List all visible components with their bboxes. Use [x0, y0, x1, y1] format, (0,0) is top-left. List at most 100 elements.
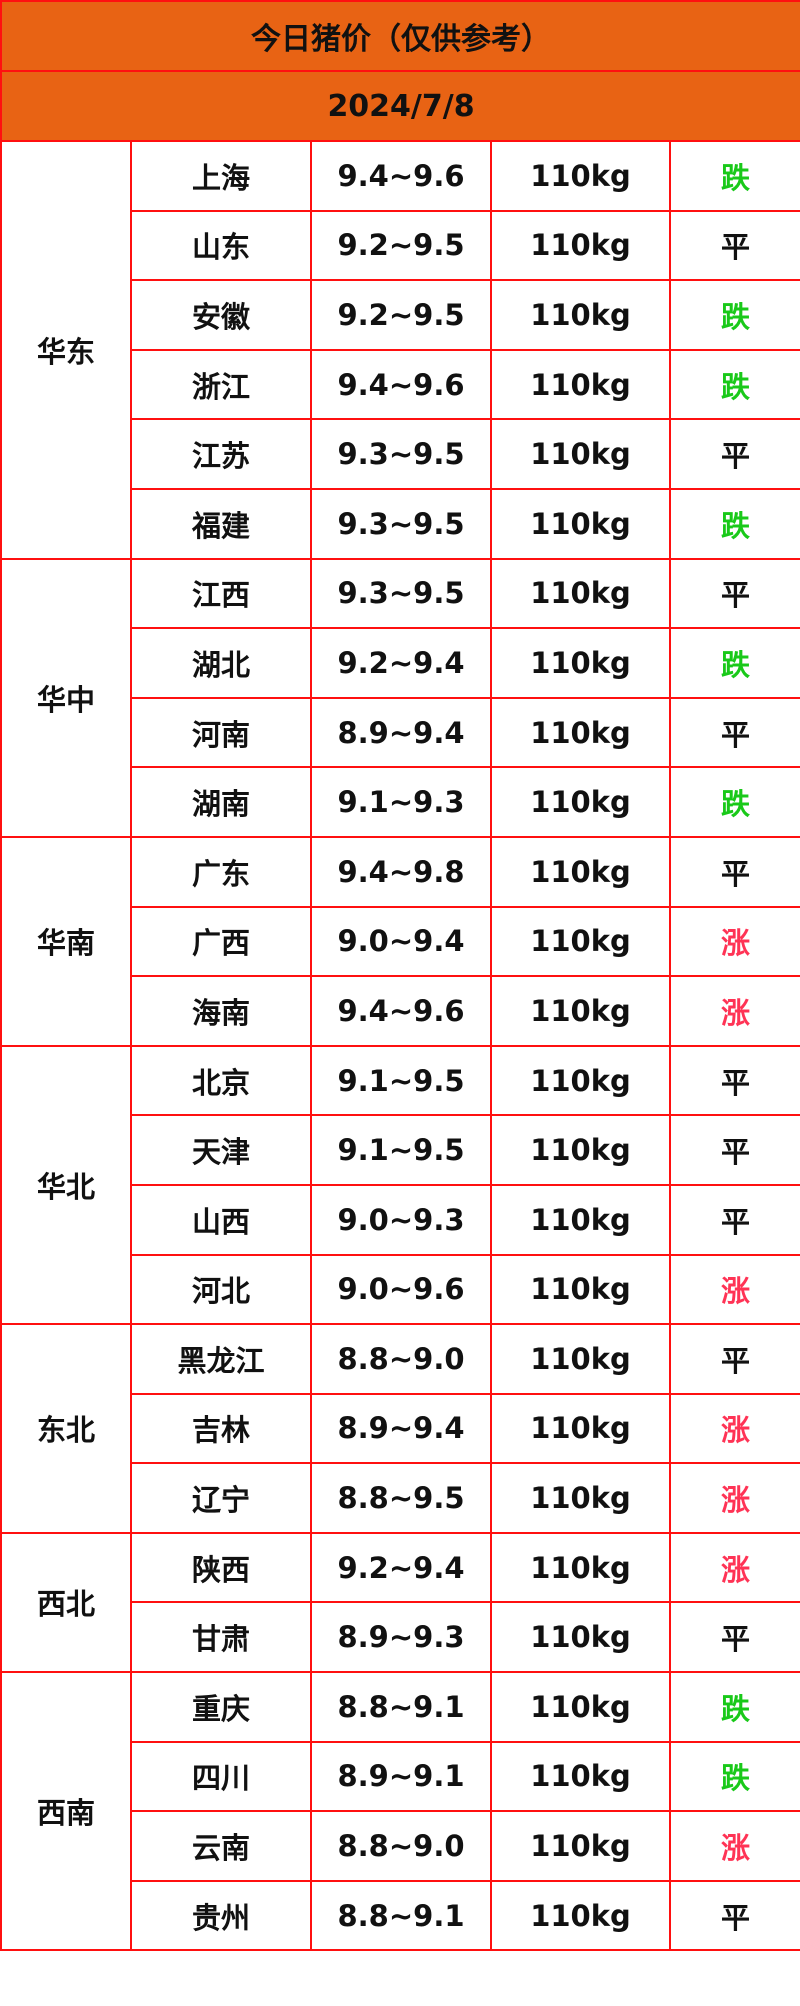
- table-row: 河北 9.0~9.6 110kg 涨: [1, 1253, 800, 1326]
- trend-cell: 涨: [668, 1810, 800, 1882]
- price-cell: 9.1~9.3: [310, 766, 492, 838]
- table-row: 东北 黑龙江 8.8~9.0 110kg 平: [0, 1323, 800, 1534]
- province-cell: 浙江: [130, 348, 312, 421]
- weight-cell: 110kg: [490, 766, 671, 838]
- region-cell: 西北: [0, 1531, 132, 1674]
- trend-cell: 平: [668, 696, 800, 769]
- trend-cell: 平: [668, 1879, 800, 1952]
- province-cell: 安徽: [130, 279, 312, 351]
- table-row: 华南 广东 9.4~9.8 110kg 平: [0, 835, 800, 1047]
- weight-cell: 110kg: [490, 975, 671, 1047]
- price-cell: 8.9~9.3: [310, 1601, 492, 1674]
- trend-cell: 平: [668, 1323, 800, 1395]
- price-cell: 9.2~9.4: [310, 1531, 492, 1604]
- table-row: 辽宁 8.8~9.5 110kg 涨: [1, 1462, 800, 1534]
- price-cell: 8.9~9.4: [310, 1392, 492, 1465]
- province-cell: 重庆: [130, 1671, 312, 1743]
- price-cell: 8.8~9.1: [310, 1879, 492, 1952]
- price-cell: 8.9~9.1: [310, 1740, 492, 1813]
- price-cell: 9.0~9.3: [310, 1183, 492, 1256]
- province-cell: 上海: [130, 140, 312, 212]
- weight-cell: 110kg: [490, 557, 671, 630]
- region-cell: 华北: [0, 1044, 132, 1326]
- trend-cell: 跌: [668, 627, 800, 699]
- price-cell: 9.0~9.6: [310, 1253, 492, 1326]
- table-row: 湖北 9.2~9.4 110kg 跌: [1, 627, 800, 699]
- trend-cell: 跌: [668, 279, 800, 351]
- province-cell: 云南: [130, 1810, 312, 1882]
- price-cell: 9.4~9.6: [310, 140, 492, 212]
- trend-cell: 跌: [668, 140, 800, 212]
- date-row: 2024/7/8: [0, 70, 800, 142]
- table-row: 山东 9.2~9.5 110kg 平: [1, 209, 800, 282]
- table-row: 华中 江西 9.3~9.5 110kg 平: [0, 557, 800, 838]
- price-cell: 9.0~9.4: [310, 905, 492, 978]
- province-cell: 河南: [130, 696, 312, 769]
- trend-cell: 跌: [668, 487, 800, 560]
- province-cell: 河北: [130, 1253, 312, 1326]
- province-cell: 广西: [130, 905, 312, 978]
- region-cell: 华中: [0, 557, 132, 838]
- province-cell: 广东: [130, 835, 312, 908]
- price-cell: 9.2~9.5: [310, 209, 492, 282]
- trend-cell: 跌: [668, 348, 800, 421]
- trend-cell: 涨: [668, 1462, 800, 1534]
- table-row: 吉林 8.9~9.4 110kg 涨: [1, 1392, 800, 1465]
- table-row: 天津 9.1~9.5 110kg 平: [1, 1114, 800, 1186]
- price-cell: 8.8~9.0: [310, 1810, 492, 1882]
- weight-cell: 110kg: [490, 1531, 671, 1604]
- weight-cell: 110kg: [490, 1810, 671, 1882]
- weight-cell: 110kg: [490, 348, 671, 421]
- weight-cell: 110kg: [490, 1392, 671, 1465]
- table-row: 浙江 9.4~9.6 110kg 跌: [1, 348, 800, 421]
- table-row: 四川 8.9~9.1 110kg 跌: [1, 1740, 800, 1813]
- price-cell: 9.2~9.4: [310, 627, 492, 699]
- region-cell: 华南: [0, 835, 132, 1047]
- province-cell: 甘肃: [130, 1601, 312, 1674]
- weight-cell: 110kg: [490, 1323, 671, 1395]
- weight-cell: 110kg: [490, 418, 671, 490]
- table-row: 福建 9.3~9.5 110kg 跌: [1, 487, 800, 560]
- weight-cell: 110kg: [490, 1114, 671, 1186]
- price-cell: 9.2~9.5: [310, 279, 492, 351]
- table-row: 江苏 9.3~9.5 110kg 平: [1, 418, 800, 490]
- province-cell: 福建: [130, 487, 312, 560]
- province-cell: 北京: [130, 1044, 312, 1117]
- price-cell: 9.3~9.5: [310, 487, 492, 560]
- province-cell: 四川: [130, 1740, 312, 1813]
- weight-cell: 110kg: [490, 1601, 671, 1674]
- table-row: 西北 陕西 9.2~9.4 110kg 涨: [0, 1531, 800, 1674]
- trend-cell: 平: [668, 557, 800, 630]
- table-row: 华东 上海 9.4~9.6 110kg 跌: [0, 140, 800, 560]
- table-row: 广西 9.0~9.4 110kg 涨: [1, 905, 800, 978]
- trend-cell: 涨: [668, 975, 800, 1047]
- province-cell: 山东: [130, 209, 312, 282]
- weight-cell: 110kg: [490, 627, 671, 699]
- price-cell: 9.4~9.6: [310, 348, 492, 421]
- title-row: 今日猪价（仅供参考）: [0, 0, 800, 72]
- region-cell: 华东: [0, 140, 132, 560]
- weight-cell: 110kg: [490, 1253, 671, 1326]
- table-date: 2024/7/8: [0, 70, 800, 142]
- trend-cell: 涨: [668, 905, 800, 978]
- trend-cell: 平: [668, 1044, 800, 1117]
- trend-cell: 平: [668, 1114, 800, 1186]
- trend-cell: 涨: [668, 1253, 800, 1326]
- province-cell: 江西: [130, 557, 312, 630]
- price-cell: 9.4~9.6: [310, 975, 492, 1047]
- price-cell: 9.4~9.8: [310, 835, 492, 908]
- trend-cell: 平: [668, 1183, 800, 1256]
- region-cell: 西南: [0, 1671, 132, 1952]
- table-row: 贵州 8.8~9.1 110kg 平: [1, 1879, 800, 1952]
- province-cell: 天津: [130, 1114, 312, 1186]
- weight-cell: 110kg: [490, 487, 671, 560]
- weight-cell: 110kg: [490, 1044, 671, 1117]
- table-row: 湖南 9.1~9.3 110kg 跌: [1, 766, 800, 838]
- table-row: 河南 8.9~9.4 110kg 平: [1, 696, 800, 769]
- province-cell: 湖南: [130, 766, 312, 838]
- province-cell: 贵州: [130, 1879, 312, 1952]
- trend-cell: 涨: [668, 1531, 800, 1604]
- weight-cell: 110kg: [490, 696, 671, 769]
- table-row: 海南 9.4~9.6 110kg 涨: [1, 975, 800, 1047]
- province-cell: 吉林: [130, 1392, 312, 1465]
